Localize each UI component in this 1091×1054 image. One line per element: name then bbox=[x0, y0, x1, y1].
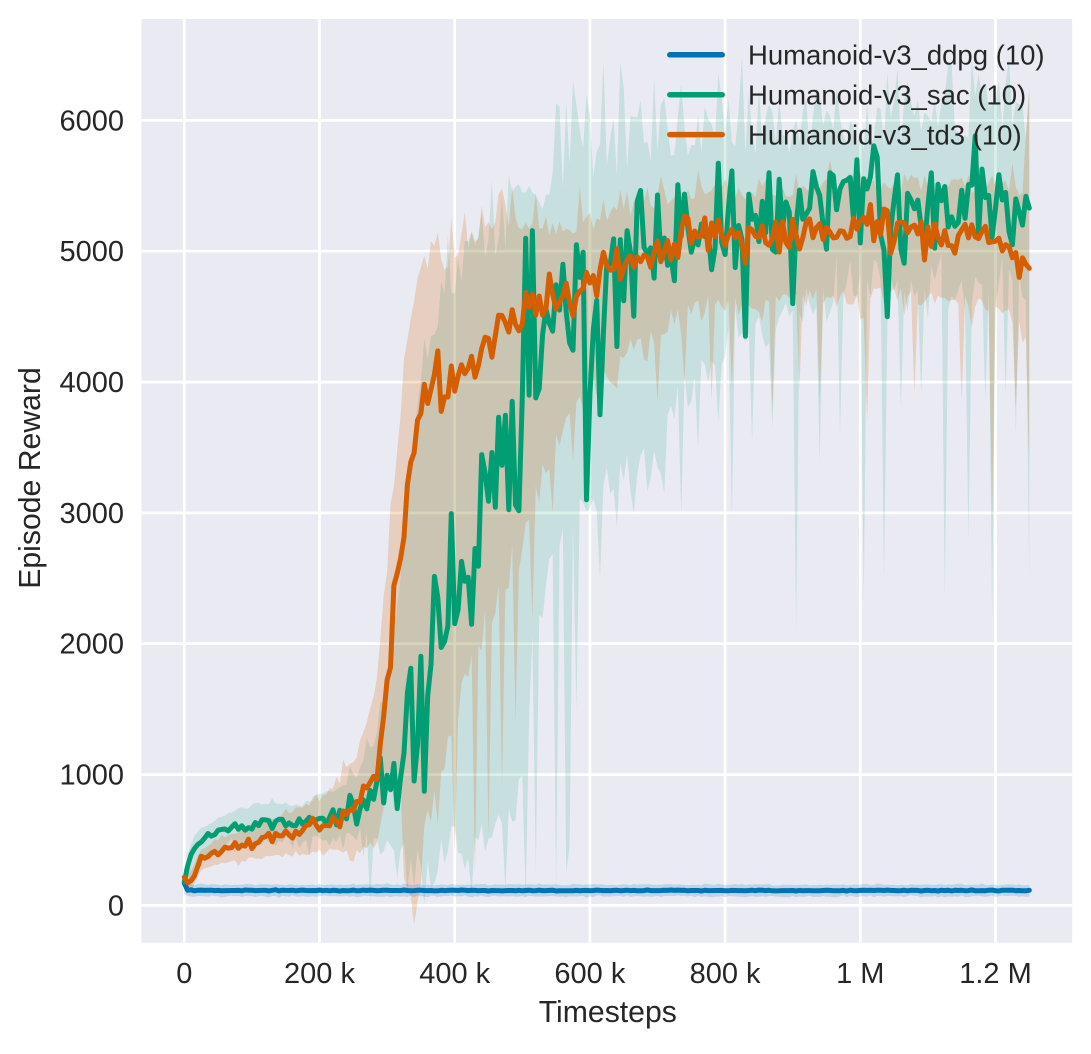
svg-text:Episode Reward: Episode Reward bbox=[14, 367, 47, 589]
svg-text:4000: 4000 bbox=[59, 367, 124, 399]
svg-text:3000: 3000 bbox=[59, 498, 124, 530]
svg-text:2000: 2000 bbox=[59, 629, 124, 661]
svg-text:6000: 6000 bbox=[59, 105, 124, 137]
svg-text:1 M: 1 M bbox=[836, 958, 884, 990]
svg-text:1000: 1000 bbox=[59, 760, 124, 792]
svg-text:Humanoid-v3_td3 (10): Humanoid-v3_td3 (10) bbox=[748, 119, 1022, 150]
svg-text:0: 0 bbox=[176, 958, 192, 990]
svg-text:Humanoid-v3_ddpg (10): Humanoid-v3_ddpg (10) bbox=[748, 40, 1045, 71]
svg-text:5000: 5000 bbox=[59, 236, 124, 268]
svg-text:400 k: 400 k bbox=[419, 958, 490, 990]
svg-text:800 k: 800 k bbox=[690, 958, 761, 990]
svg-text:0: 0 bbox=[108, 890, 124, 922]
svg-text:Timesteps: Timesteps bbox=[539, 996, 677, 1029]
svg-text:Humanoid-v3_sac (10): Humanoid-v3_sac (10) bbox=[748, 80, 1026, 111]
svg-text:200 k: 200 k bbox=[284, 958, 355, 990]
svg-text:600 k: 600 k bbox=[554, 958, 625, 990]
svg-text:1.2 M: 1.2 M bbox=[959, 958, 1032, 990]
